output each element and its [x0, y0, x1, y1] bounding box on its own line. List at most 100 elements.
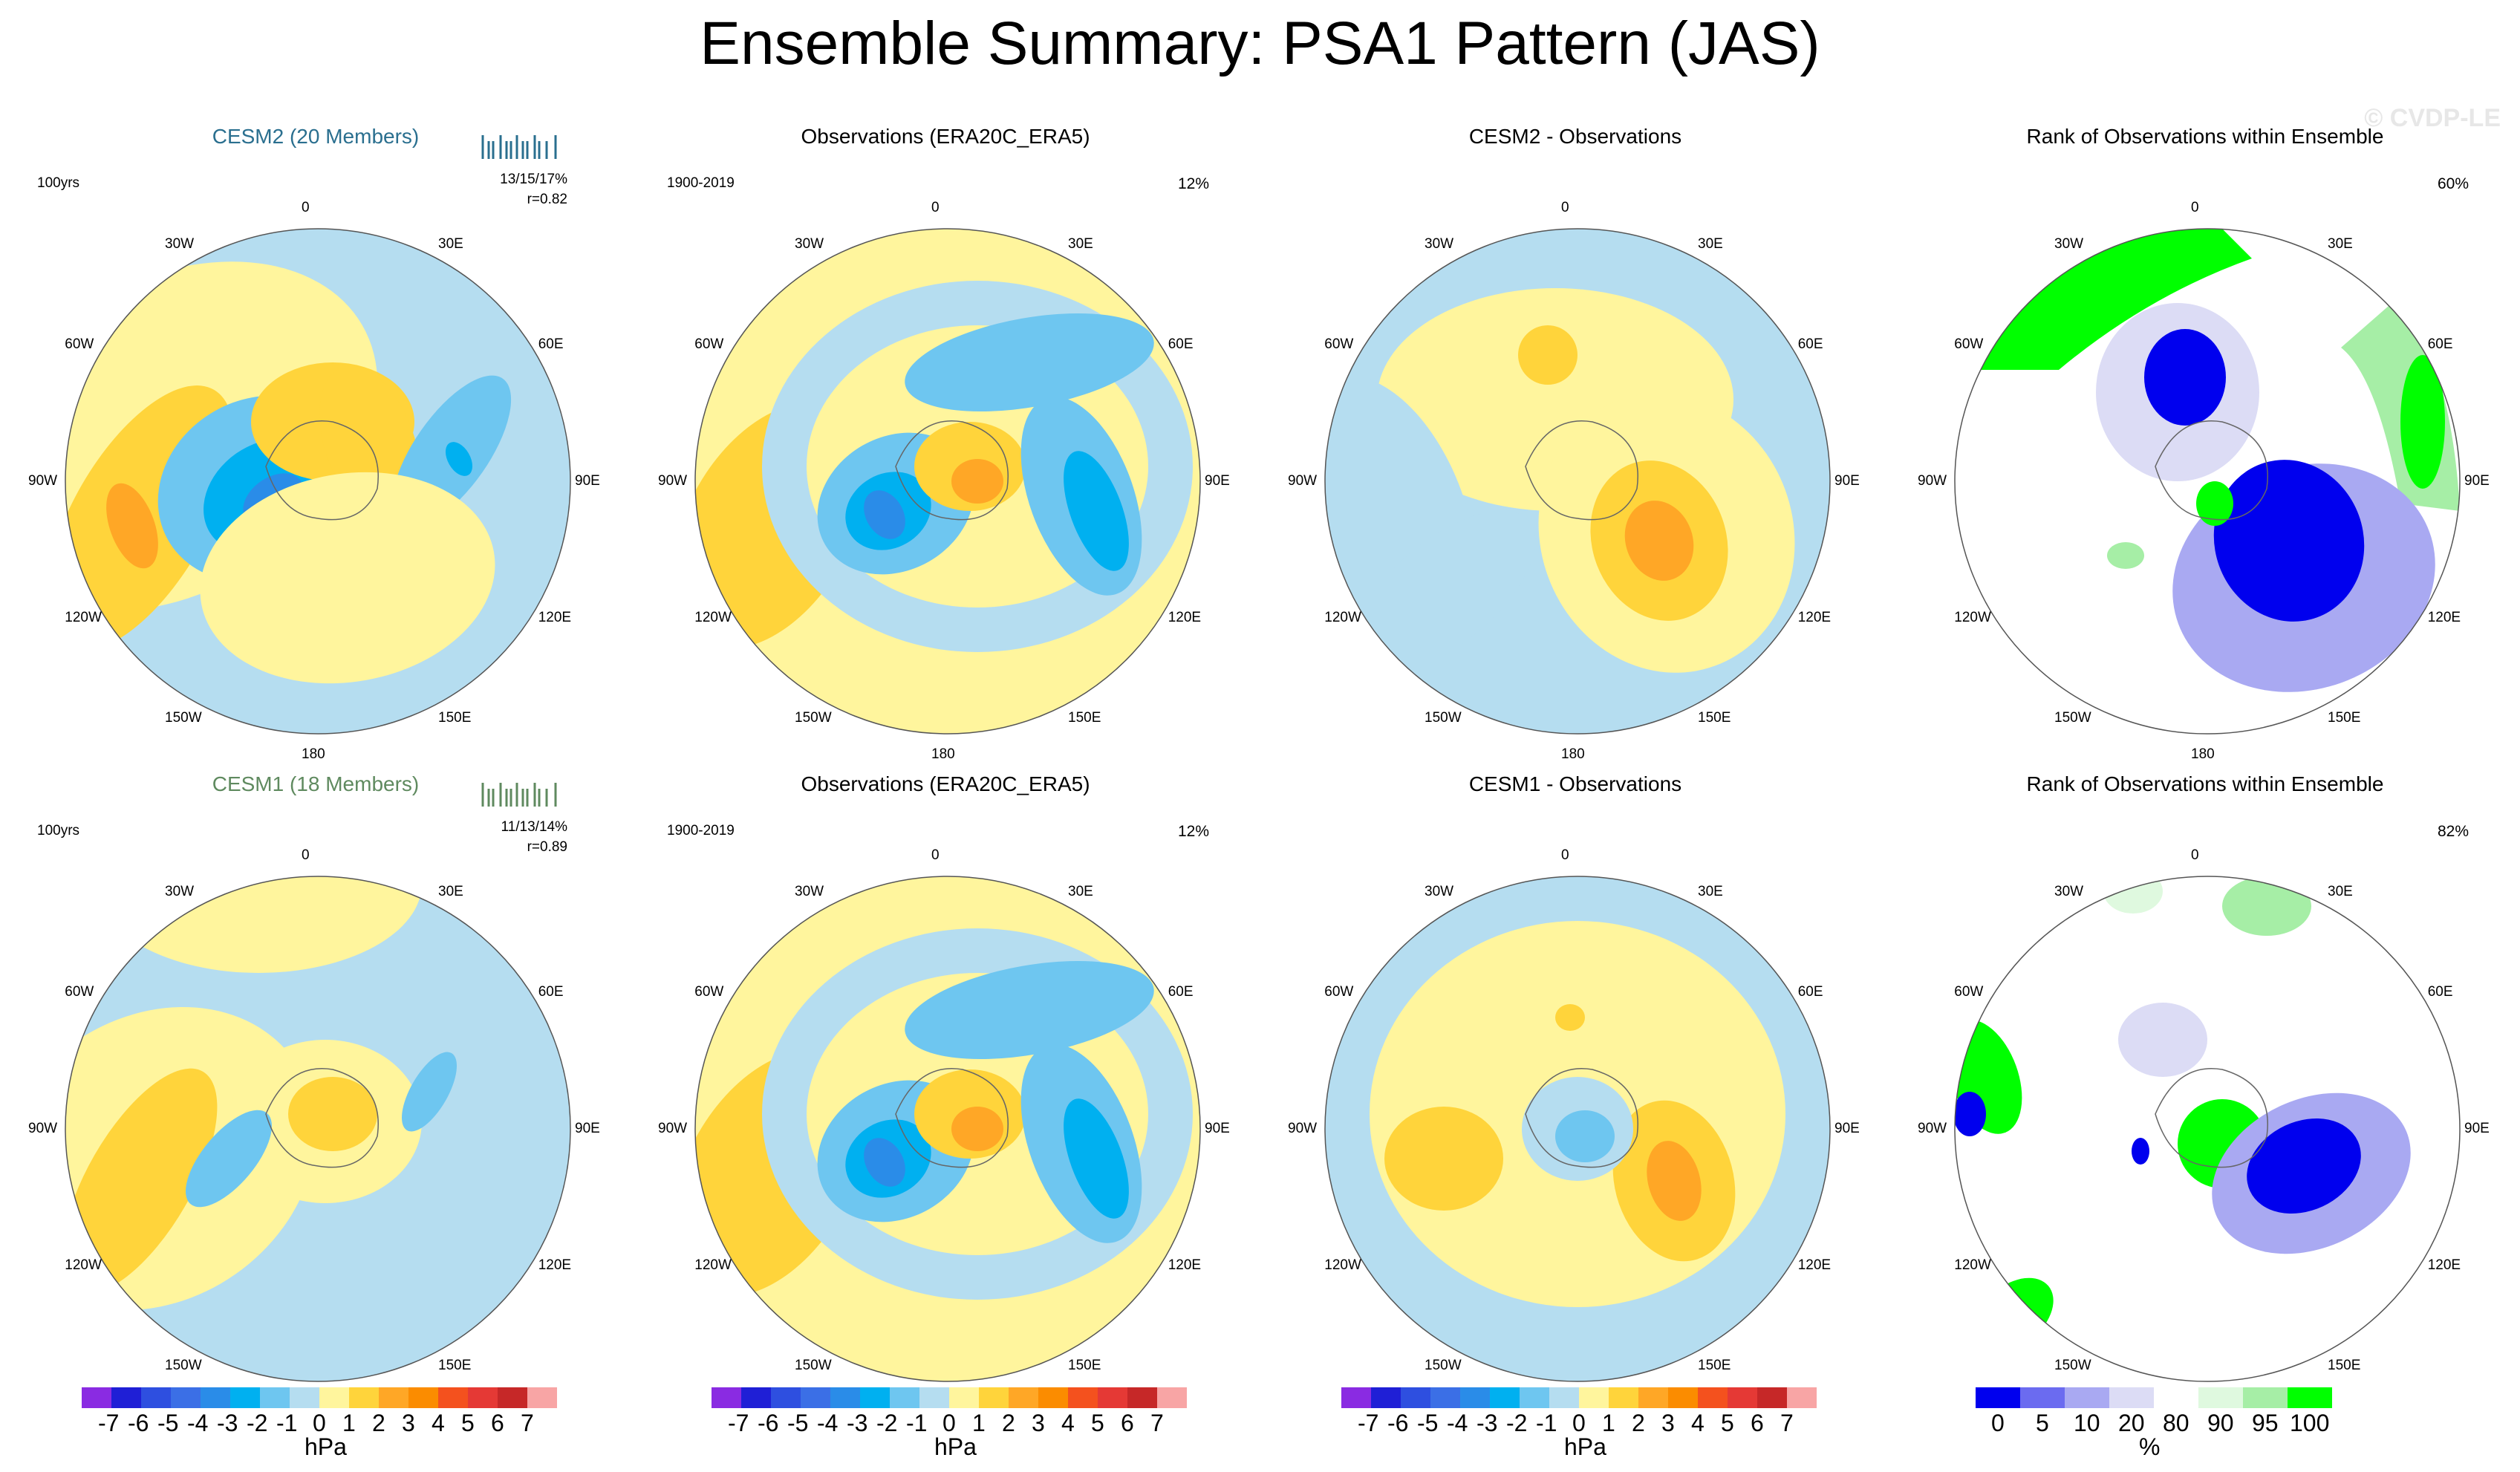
lon-label: 90W	[28, 1121, 58, 1136]
ensemble-stats: 13/15/17% r=0.82	[500, 169, 567, 209]
polar-map	[1954, 228, 2461, 735]
colorbar-swatch	[2154, 1387, 2198, 1408]
contour-negative	[402, 1052, 457, 1132]
lon-label: 30E	[1068, 884, 1093, 900]
colorbar-hpa	[1341, 1387, 1817, 1408]
colorbar-tick-label: 10	[2074, 1410, 2100, 1436]
stats-pct: 13/15/17%	[500, 172, 567, 187]
percent-label: 12%	[1177, 175, 1209, 192]
rank-high	[1955, 229, 2252, 370]
lon-label: 150W	[795, 709, 832, 726]
colorbar-tick-label: 5	[2036, 1410, 2049, 1436]
lon-label: 120W	[694, 610, 732, 625]
lon-label: 150E	[1698, 709, 1731, 726]
map-boundary	[1324, 876, 1831, 1382]
lon-label: 90E	[1205, 1121, 1230, 1136]
colorbar-swatch	[2198, 1387, 2243, 1408]
colorbar-swatch	[349, 1387, 379, 1408]
lon-label: 120E	[1797, 610, 1832, 625]
colorbar-unit: hPa	[934, 1433, 977, 1460]
colorbar-swatch	[1976, 1387, 2020, 1408]
lon-label: 180	[1561, 746, 1585, 762]
colorbar-tick-label: 7	[1780, 1410, 1794, 1436]
colorbar-swatch	[2288, 1387, 2332, 1408]
colorbar-swatch	[1609, 1387, 1638, 1408]
panel-2: Observations (ERA20C_ERA5) 1900-2019 12% 0 3…	[630, 125, 1261, 793]
colorbar-swatch	[1579, 1387, 1609, 1408]
period-label: 100yrs	[37, 175, 80, 191]
colorbar-swatch	[830, 1387, 860, 1408]
colorbar-tick-label: 3	[1032, 1410, 1045, 1436]
ensemble-stats: 11/13/14% r=0.89	[501, 817, 567, 857]
colorbar-swatch	[230, 1387, 260, 1408]
contour-negative	[186, 1110, 272, 1208]
colorbar-swatch	[438, 1387, 468, 1408]
colorbar-tick-label: -3	[1476, 1410, 1498, 1436]
lon-label: 30W	[1425, 884, 1454, 900]
lon-label: 120W	[694, 1257, 732, 1273]
watermark: © CVDP-LE	[2364, 104, 2501, 132]
period-label: 1900-2019	[667, 175, 735, 191]
colorbar-unit: hPa	[1564, 1433, 1606, 1460]
colorbar-tick-label: 7	[1150, 1410, 1164, 1436]
colorbar-tick-label: -4	[1447, 1410, 1468, 1436]
lon-label: 30E	[1698, 236, 1723, 253]
antarctica-outline	[1525, 1068, 1638, 1168]
colorbar-rank	[1976, 1387, 2332, 1408]
colorbar-swatch	[771, 1387, 801, 1408]
panel-title: CESM1 - Observations	[1468, 772, 1682, 795]
panel-title: Rank of Observations within Ensemble	[2026, 772, 2384, 795]
lon-label: 120E	[1168, 1257, 1202, 1273]
contour-positive	[1384, 1107, 1503, 1211]
lon-label: 30E	[438, 236, 463, 253]
colorbar-swatch	[260, 1387, 290, 1408]
contour-positive	[200, 472, 495, 684]
colorbar-tick-label: 6	[1751, 1410, 1764, 1436]
contour-positive	[951, 1107, 1003, 1151]
lon-label: 90W	[1918, 1121, 1947, 1136]
colorbar-tick-label: 2	[372, 1410, 385, 1436]
lon-label: 150E	[1698, 1357, 1731, 1373]
lon-label: 120W	[1324, 610, 1361, 625]
lon-label: 150E	[1068, 709, 1101, 726]
colorbar-tick-label: 90	[2207, 1410, 2234, 1436]
lon-label: 0	[1561, 200, 1569, 215]
lon-label: 60W	[65, 336, 94, 352]
rank-high	[2107, 542, 2144, 569]
map-boundary	[65, 876, 571, 1382]
lon-label: 180	[2191, 746, 2215, 762]
lon-label: 60E	[538, 336, 564, 352]
lon-label: 120E	[538, 610, 572, 625]
colorbar-tick-label: 0	[313, 1410, 326, 1436]
contour-positive	[1555, 1004, 1585, 1031]
panel-title: CESM1 (18 Members)	[212, 772, 420, 795]
rank-high	[2400, 355, 2445, 489]
colorbar-swatch	[1638, 1387, 1668, 1408]
period-label: 1900-2019	[667, 823, 735, 838]
lon-label: 150W	[795, 1357, 832, 1373]
antarctica-outline	[1525, 420, 1638, 521]
panel-5: CESM1 (18 Members) 100yrs 11/13/14% r=0.89 0…	[0, 772, 631, 1441]
panel-title: CESM2 (20 Members)	[212, 125, 420, 148]
colorbar-tick-label: -7	[1358, 1410, 1379, 1436]
polar-map	[694, 876, 1201, 1382]
percent-label: 60%	[2437, 175, 2469, 192]
lon-label: 90W	[28, 473, 58, 489]
colorbar-tick-label: 4	[1061, 1410, 1075, 1436]
colorbar-swatch	[171, 1387, 201, 1408]
map-boundary	[1324, 228, 1831, 735]
percent-label: 12%	[1177, 823, 1209, 840]
antarctica-outline	[2155, 1068, 2268, 1168]
panel-title: Rank of Observations within Ensemble	[2026, 125, 2384, 148]
lon-label: 60W	[694, 336, 724, 352]
colorbar-tick-label: 1	[1602, 1410, 1615, 1436]
lon-label: 60E	[2427, 336, 2453, 352]
lon-label: 30E	[1068, 236, 1093, 253]
colorbar-swatch	[1668, 1387, 1698, 1408]
contour-positive	[1647, 1141, 1702, 1221]
lon-label: 150E	[438, 709, 472, 726]
colorbar-swatch	[1127, 1387, 1157, 1408]
rank-high	[2196, 481, 2233, 526]
colorbar-tick-label: -4	[187, 1410, 209, 1436]
contour-negative	[1064, 451, 1129, 571]
